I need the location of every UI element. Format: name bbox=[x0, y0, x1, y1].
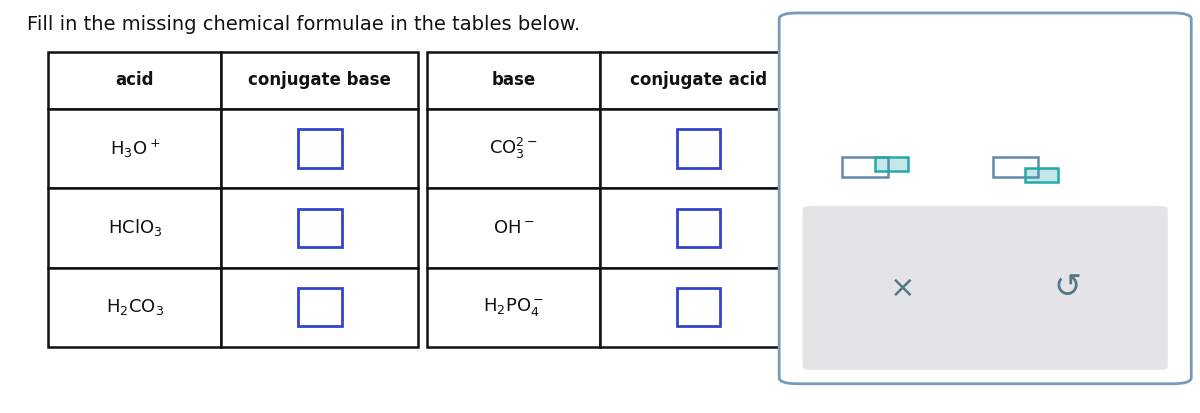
Bar bbox=[427, 188, 600, 268]
Text: conjugate base: conjugate base bbox=[248, 71, 391, 89]
Bar bbox=[1026, 169, 1058, 182]
Text: conjugate acid: conjugate acid bbox=[630, 71, 767, 89]
Bar bbox=[842, 157, 888, 177]
Bar bbox=[299, 129, 342, 168]
Bar bbox=[427, 52, 600, 109]
Bar bbox=[600, 52, 797, 109]
Text: base: base bbox=[491, 71, 535, 89]
Bar bbox=[875, 157, 907, 171]
Text: acid: acid bbox=[115, 71, 154, 89]
Bar bbox=[48, 188, 221, 268]
Text: HClO$_3$: HClO$_3$ bbox=[108, 217, 162, 238]
Text: CO$_3^{2-}$: CO$_3^{2-}$ bbox=[490, 136, 538, 161]
Bar bbox=[48, 52, 221, 109]
FancyBboxPatch shape bbox=[803, 206, 1168, 370]
Bar bbox=[600, 188, 797, 268]
Bar bbox=[600, 109, 797, 188]
Bar bbox=[221, 52, 419, 109]
Bar bbox=[299, 209, 342, 247]
Bar bbox=[992, 157, 1038, 177]
Text: H$_2$CO$_3$: H$_2$CO$_3$ bbox=[106, 297, 164, 317]
Text: ↺: ↺ bbox=[1054, 271, 1082, 304]
Bar bbox=[677, 209, 720, 247]
Bar bbox=[427, 109, 600, 188]
Bar bbox=[48, 109, 221, 188]
Bar bbox=[48, 268, 221, 347]
Bar bbox=[427, 268, 600, 347]
Bar bbox=[600, 268, 797, 347]
Text: H$_2$PO$_4^-$: H$_2$PO$_4^-$ bbox=[482, 297, 544, 318]
Text: H$_3$O$^+$: H$_3$O$^+$ bbox=[109, 137, 160, 159]
Bar bbox=[677, 288, 720, 326]
Text: Fill in the missing chemical formulae in the tables below.: Fill in the missing chemical formulae in… bbox=[26, 15, 580, 34]
FancyBboxPatch shape bbox=[779, 13, 1192, 384]
Bar bbox=[677, 129, 720, 168]
Text: ×: × bbox=[889, 273, 916, 302]
Bar bbox=[221, 109, 419, 188]
Bar bbox=[221, 268, 419, 347]
Bar bbox=[299, 288, 342, 326]
Bar bbox=[221, 188, 419, 268]
Text: OH$^-$: OH$^-$ bbox=[493, 219, 534, 237]
